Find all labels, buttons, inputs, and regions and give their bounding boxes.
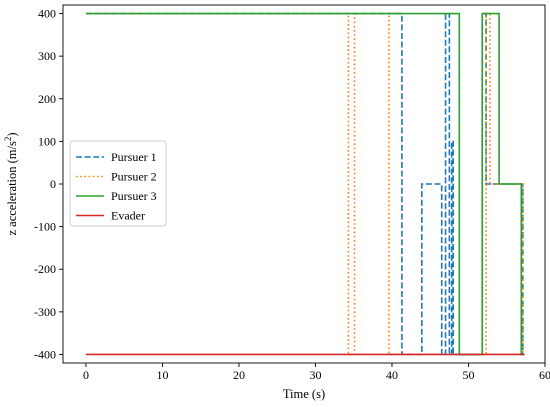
x-tick-label: 60 [539, 368, 550, 382]
y-tick-label: 400 [38, 7, 56, 21]
x-tick-label: 0 [83, 368, 89, 382]
y-tick-label: 200 [38, 92, 56, 106]
y-tick-label: -200 [34, 262, 56, 276]
y-tick-label: 0 [50, 177, 56, 191]
legend-box [69, 140, 167, 227]
x-tick-label: 20 [233, 368, 245, 382]
y-tick-label: -100 [34, 220, 56, 234]
y-axis-title: z acceleration (m/s2) [3, 132, 19, 235]
x-tick-label: 40 [386, 368, 398, 382]
legend-label-4: Evader [111, 209, 145, 223]
legend-label-2: Pursuer 2 [111, 170, 157, 184]
y-tick-label: -400 [34, 347, 56, 361]
x-axis-title: Time (s) [283, 387, 325, 401]
tick-layer: 0 10 20 30 40 50 60 -400 -300 -200 -100 0 100 200 300 4… [34, 7, 550, 382]
legend-label-1: Pursuer 1 [111, 150, 157, 164]
legend: Pursuer 1 Pursuer 2 Pursuer 3 Evader [69, 140, 167, 227]
y-tick-label: 100 [38, 134, 56, 148]
series-layer [85, 12, 525, 356]
y-tick-label: 300 [38, 49, 56, 63]
x-tick-label: 50 [462, 368, 474, 382]
x-tick-label: 10 [156, 368, 168, 382]
legend-label-3: Pursuer 3 [111, 189, 157, 203]
legend-entries: Pursuer 1 Pursuer 2 Pursuer 3 Evader [76, 150, 157, 223]
y-tick-label: -300 [34, 305, 56, 319]
x-tick-label: 30 [309, 368, 321, 382]
